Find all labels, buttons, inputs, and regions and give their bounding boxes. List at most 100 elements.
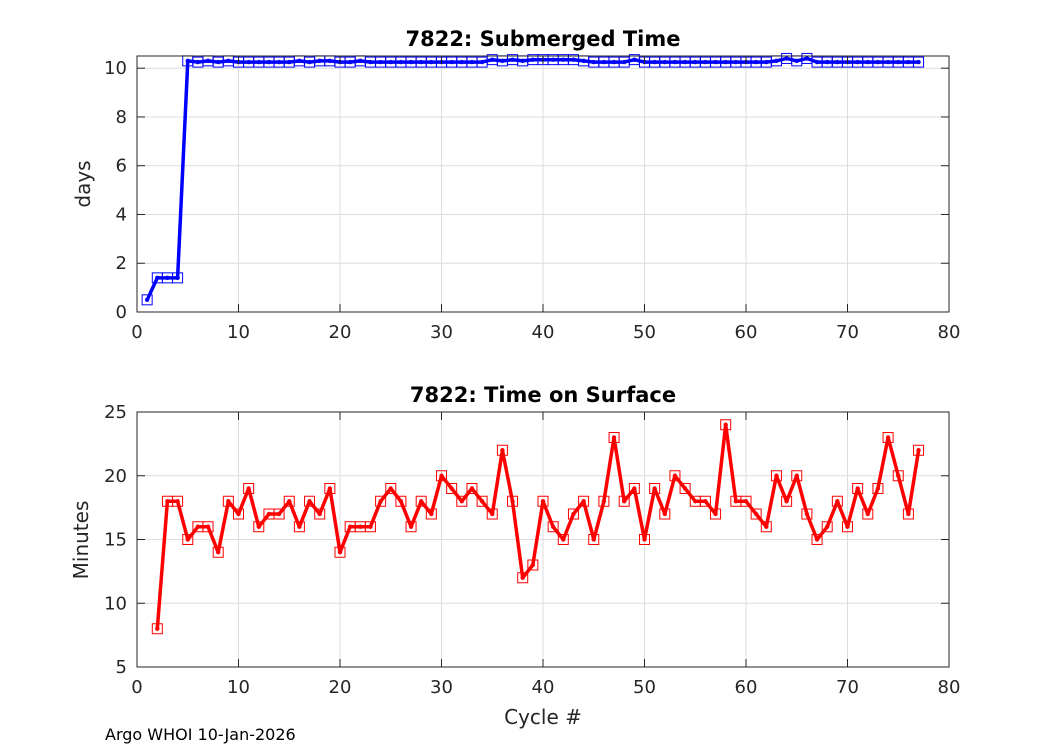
data-point [916, 448, 921, 453]
data-point [662, 511, 667, 517]
y-axis-label: days [71, 160, 95, 207]
data-point [743, 499, 749, 504]
data-point [550, 524, 556, 529]
data-point [449, 486, 454, 491]
data-marker [202, 521, 214, 533]
data-marker [304, 495, 316, 507]
data-marker [547, 521, 559, 533]
data-marker [669, 470, 681, 482]
data-point [358, 58, 363, 64]
data-point [226, 499, 231, 504]
data-point [713, 59, 718, 65]
y-tick-label: 6 [116, 156, 127, 177]
data-point [510, 57, 515, 62]
data-point [388, 486, 393, 491]
data-point [144, 297, 150, 303]
data-point [764, 59, 769, 65]
data-point [693, 499, 698, 504]
data-point [622, 59, 627, 65]
data-point [500, 58, 505, 64]
data-point [693, 59, 698, 65]
data-marker [557, 534, 569, 545]
y-axis-label: Minutes [69, 501, 93, 580]
data-point [875, 59, 881, 65]
data-point [266, 511, 272, 517]
data-point [885, 59, 891, 65]
data-marker [172, 272, 184, 284]
data-point [520, 58, 525, 64]
data-point [368, 59, 373, 65]
data-marker [496, 444, 508, 456]
data-point [378, 499, 383, 504]
x-tick-label: 40 [532, 677, 555, 698]
data-point [906, 59, 911, 65]
y-tick-label: 4 [116, 204, 127, 225]
data-point [276, 511, 282, 517]
data-point [408, 524, 414, 529]
data-point [784, 499, 789, 504]
x-tick-label: 30 [430, 677, 453, 698]
data-point [774, 473, 779, 478]
data-point [713, 511, 718, 517]
data-marker [212, 546, 224, 558]
data-marker [233, 508, 244, 520]
data-point [195, 59, 201, 65]
data-marker [243, 483, 255, 494]
data-point [733, 499, 739, 504]
data-point [307, 499, 312, 504]
data-point [317, 511, 322, 517]
data-point [246, 486, 251, 491]
data-point [672, 59, 678, 65]
data-point [459, 499, 464, 504]
data-marker [639, 534, 650, 545]
data-point [337, 550, 343, 555]
x-tick-label: 0 [131, 322, 142, 343]
data-point [632, 57, 637, 62]
data-point [429, 59, 434, 65]
data-point [226, 58, 231, 64]
surface-time-chart: 0 10 20 30 40 50 60 70 80 5 10 15 20 25 7822: Time on… [69, 383, 960, 729]
x-tick-label: 80 [938, 677, 961, 698]
data-point [236, 511, 241, 517]
data-point [561, 537, 566, 542]
data-point [611, 59, 617, 65]
data-point [256, 59, 261, 65]
data-point [591, 537, 596, 542]
data-point [358, 524, 363, 529]
data-marker [659, 508, 671, 520]
data-marker [375, 495, 387, 507]
y-tick-label: 25 [104, 402, 127, 423]
x-tick-label: 60 [735, 677, 758, 698]
data-point [459, 59, 464, 65]
data-point [723, 422, 728, 427]
data-point [175, 499, 180, 504]
data-marker [598, 495, 610, 507]
data-point [520, 575, 525, 580]
data-point [601, 499, 607, 504]
data-marker [831, 495, 843, 507]
data-point [855, 59, 860, 65]
data-marker [892, 470, 904, 482]
data-point [865, 59, 870, 65]
data-point [581, 499, 586, 504]
data-point [347, 524, 353, 529]
data-point [561, 57, 566, 62]
data-point [327, 486, 333, 491]
data-point [622, 499, 627, 504]
data-point [165, 499, 170, 504]
data-point [672, 473, 678, 478]
data-marker [720, 419, 732, 431]
data-point [723, 59, 728, 65]
x-tick-label: 10 [227, 322, 250, 343]
data-marker [842, 521, 853, 533]
data-marker [811, 534, 823, 545]
data-point [429, 511, 434, 517]
data-marker [395, 495, 407, 507]
data-point [703, 499, 708, 504]
data-marker [446, 483, 458, 494]
data-point [398, 59, 404, 65]
data-point [347, 59, 353, 65]
x-tick-label: 50 [633, 322, 656, 343]
y-tick-label: 0 [116, 302, 127, 323]
